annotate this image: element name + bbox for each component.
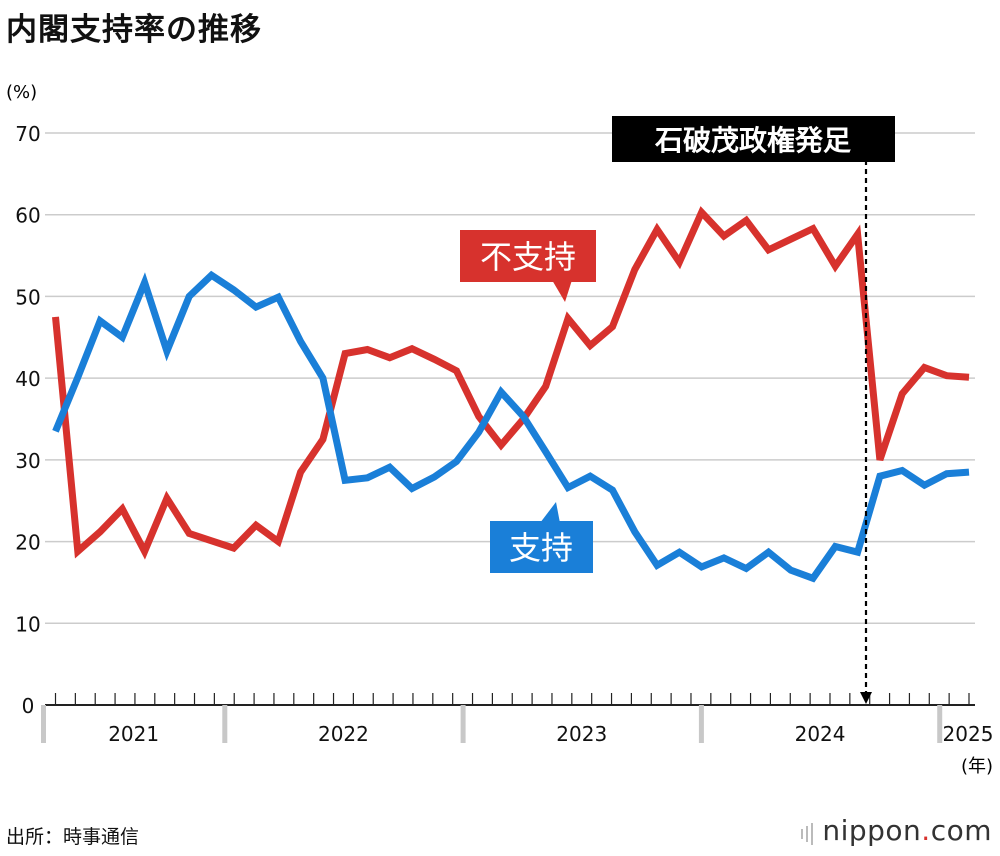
disapprove-callout-label: 不支持 xyxy=(480,238,576,276)
disapprove-callout-tail xyxy=(552,280,572,302)
y-tick-label: 30 xyxy=(15,449,40,473)
year-label: 2025 xyxy=(943,722,994,746)
event-marker: 石破茂政権発足 xyxy=(612,116,895,704)
y-tick-label: 60 xyxy=(15,204,40,228)
event-label-box xyxy=(612,116,895,162)
y-tick-label: 10 xyxy=(15,612,40,636)
nippon-logo: nippon.com xyxy=(801,814,992,849)
series-line-disapprove xyxy=(52,206,970,560)
line-chart: 0 10 20 30 40 50 60 70 (%) 2021 2022 2023 2024 2025… xyxy=(6,82,993,777)
year-label: 2021 xyxy=(108,722,159,746)
y-axis-label: (%) xyxy=(6,82,37,103)
source-note: 出所：時事通信 xyxy=(6,826,140,848)
y-tick-label: 40 xyxy=(15,367,40,391)
year-labels: 2021 2022 2023 2024 2025 xyxy=(108,722,993,746)
year-label: 2023 xyxy=(556,722,607,746)
y-tick-label: 70 xyxy=(15,122,40,146)
approve-callout-label: 支持 xyxy=(509,529,573,567)
year-separator xyxy=(937,705,943,743)
event-label: 石破茂政権発足 xyxy=(654,124,851,157)
logo-bars-icon xyxy=(801,816,816,849)
chart-title: 内閣支持率の推移 xyxy=(6,12,262,48)
approve-callout-tail xyxy=(540,502,560,523)
y-tick-label: 50 xyxy=(15,285,40,309)
logo-tld: com xyxy=(930,814,992,847)
year-separator xyxy=(222,705,228,743)
y-tick-label: 20 xyxy=(15,531,40,555)
x-axis-unit: (年) xyxy=(961,756,993,777)
logo-name: nippon xyxy=(822,814,922,847)
event-arrow-icon xyxy=(860,692,872,704)
disapprove-callout-box xyxy=(460,230,596,282)
series-callouts: 不支持 支持 xyxy=(460,230,596,573)
series-line-approve xyxy=(52,270,970,583)
logo-dot: . xyxy=(921,814,931,847)
y-tick-label: 0 xyxy=(22,694,35,718)
y-axis-ticks: 0 10 20 30 40 50 60 70 xyxy=(15,122,40,718)
year-label: 2024 xyxy=(795,722,846,746)
series-lines xyxy=(52,206,970,583)
year-separator xyxy=(460,705,466,743)
year-separator xyxy=(698,705,704,743)
year-label: 2022 xyxy=(318,722,369,746)
x-axis xyxy=(41,693,975,743)
year-separator xyxy=(41,705,46,743)
approve-callout-box xyxy=(490,521,593,573)
